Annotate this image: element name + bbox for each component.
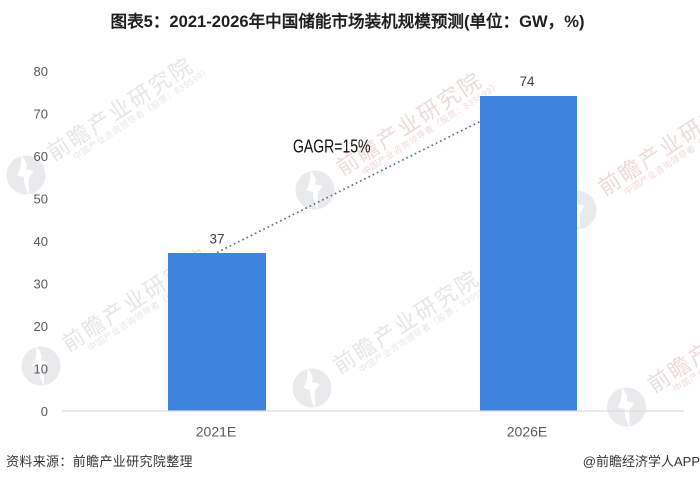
svg-text:10: 10 — [34, 362, 48, 377]
svg-text:37: 37 — [209, 232, 224, 247]
svg-text:20: 20 — [34, 319, 48, 334]
svg-text:80: 80 — [34, 64, 48, 79]
svg-text:资料来源：前瞻产业研究院整理: 资料来源：前瞻产业研究院整理 — [6, 454, 193, 469]
svg-text:图表5：2021-2026年中国储能市场装机规模预测(单位：: 图表5：2021-2026年中国储能市场装机规模预测(单位：GW，%) — [111, 11, 585, 31]
svg-text:40: 40 — [34, 234, 48, 249]
svg-text:GAGR=15%: GAGR=15% — [293, 136, 371, 156]
svg-text:70: 70 — [34, 107, 48, 122]
svg-text:30: 30 — [34, 277, 48, 292]
svg-text:0: 0 — [41, 404, 48, 419]
svg-text:60: 60 — [34, 149, 48, 164]
svg-text:2026E: 2026E — [507, 423, 547, 439]
svg-text:50: 50 — [34, 192, 48, 207]
svg-text:2021E: 2021E — [196, 423, 236, 439]
svg-text:@前瞻经济学人APP: @前瞻经济学人APP — [583, 454, 700, 469]
svg-text:74: 74 — [519, 74, 535, 89]
